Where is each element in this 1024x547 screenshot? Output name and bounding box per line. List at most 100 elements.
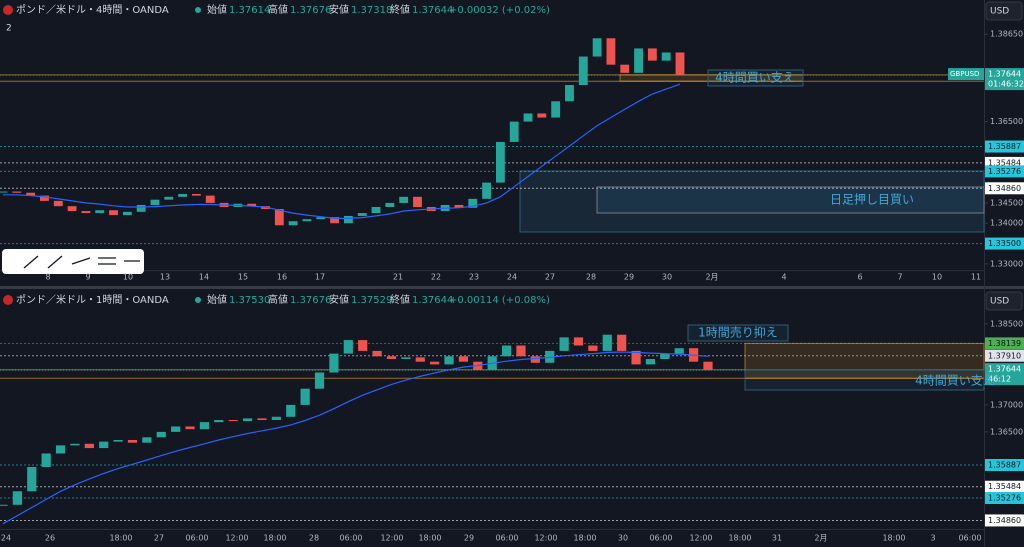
candle xyxy=(84,443,94,449)
x-tick-label: 18:00 xyxy=(882,534,905,543)
level-tag xyxy=(985,237,1024,250)
level-label: 1.37910 xyxy=(988,351,1021,360)
candle xyxy=(343,215,353,224)
candle xyxy=(109,210,118,216)
candle xyxy=(330,217,340,224)
candle xyxy=(95,210,105,214)
level-tag xyxy=(985,514,1024,527)
y-tick-label: 1.38650 xyxy=(990,30,1023,39)
x-tick-label: 12:00 xyxy=(380,534,403,543)
candle xyxy=(288,221,298,226)
candle xyxy=(444,356,454,365)
candle xyxy=(192,193,201,196)
ohlc-label: 高値 xyxy=(268,293,288,306)
candle xyxy=(631,350,641,365)
candle xyxy=(530,356,540,363)
candle xyxy=(703,361,713,371)
annotation-box xyxy=(687,324,789,342)
x-tick-label: 18:00 xyxy=(418,534,441,543)
ohlc-value: 1.37318 xyxy=(351,5,392,16)
x-tick-label: 30 xyxy=(618,534,628,543)
x-tick-label: 12:00 xyxy=(534,534,557,543)
toolbar-icons xyxy=(23,255,140,269)
candle xyxy=(247,203,257,207)
candle xyxy=(185,426,195,430)
candle xyxy=(551,101,561,118)
candle xyxy=(53,200,63,207)
x-tick-label: 12:00 xyxy=(689,534,712,543)
ohlc-value: 1.37676 xyxy=(290,5,331,16)
symbol-label: GBPUSD xyxy=(950,70,979,78)
annotation-box xyxy=(707,69,804,87)
candle xyxy=(150,199,160,205)
candle xyxy=(302,219,312,222)
candle xyxy=(127,439,138,443)
candle xyxy=(67,206,77,212)
toolbar-bg xyxy=(2,249,144,274)
candle xyxy=(372,350,382,357)
candle xyxy=(647,48,657,61)
candle xyxy=(228,420,238,422)
candle xyxy=(316,217,326,220)
support-zone xyxy=(744,342,985,379)
candle xyxy=(0,504,8,506)
y-tick-label: 1.36500 xyxy=(990,117,1023,126)
ohlc-value: 1.37644 xyxy=(412,5,453,16)
level-label: 1.34860 xyxy=(988,184,1021,193)
level-tag xyxy=(985,165,1024,178)
candle xyxy=(606,38,616,65)
candle xyxy=(12,191,22,193)
annotation: 4時間買い支え xyxy=(915,374,995,388)
ohlc-label: 高値 xyxy=(268,3,288,16)
candle xyxy=(371,206,381,214)
level-tag xyxy=(985,480,1024,493)
x-tick-label: 18:00 xyxy=(728,534,751,543)
y-tick-label: 1.34500 xyxy=(990,198,1023,207)
candle xyxy=(142,437,152,443)
candle xyxy=(385,202,395,207)
candle xyxy=(675,52,685,76)
candle xyxy=(415,357,425,362)
candle xyxy=(314,372,325,389)
x-tick-label: 18:00 xyxy=(573,534,596,543)
x-tick-label: 27 xyxy=(545,273,555,282)
candle xyxy=(0,191,8,193)
ohlc-label: 始値 xyxy=(207,3,227,16)
ohlc-value: 1.37644 xyxy=(412,295,453,306)
x-tick-label: 26 xyxy=(45,534,55,543)
x-tick-label: 11 xyxy=(971,273,981,282)
candle xyxy=(274,209,284,226)
candle xyxy=(573,337,584,346)
candle xyxy=(178,193,188,197)
x-tick-label: 7 xyxy=(897,273,902,282)
candle xyxy=(458,356,469,362)
candle xyxy=(156,431,166,438)
x-tick-label: 29 xyxy=(464,534,474,543)
x-tick-label: 24 xyxy=(507,273,517,282)
x-tick-label: 10 xyxy=(932,273,942,282)
x-tick-label: 06:00 xyxy=(185,534,208,543)
x-tick-label: 24 xyxy=(1,534,11,543)
candle xyxy=(357,213,367,216)
y-tick-label: 1.37000 xyxy=(990,400,1023,409)
candle xyxy=(12,491,22,505)
candle xyxy=(468,198,478,208)
candle xyxy=(537,113,547,118)
x-tick-label: 14 xyxy=(199,273,209,282)
x-tick-label: 21 xyxy=(393,273,403,282)
status-dot xyxy=(195,7,201,13)
level-label: 1.35887 xyxy=(988,460,1021,469)
x-tick-label: 06:00 xyxy=(649,534,672,543)
candle xyxy=(113,439,123,442)
candle xyxy=(70,443,80,446)
chart-title: ポンド／米ドル・1時間・OANDA xyxy=(16,293,169,306)
level-tag xyxy=(985,140,1024,153)
x-tick-label: 8 xyxy=(45,273,50,282)
candle xyxy=(495,141,505,183)
y-tick-label: 1.33000 xyxy=(990,259,1023,268)
ohlc-label: 終値 xyxy=(390,293,410,306)
level-tag xyxy=(985,458,1024,471)
countdown: 46:12 xyxy=(988,375,1011,384)
drawing-toolbar[interactable] xyxy=(2,249,144,274)
